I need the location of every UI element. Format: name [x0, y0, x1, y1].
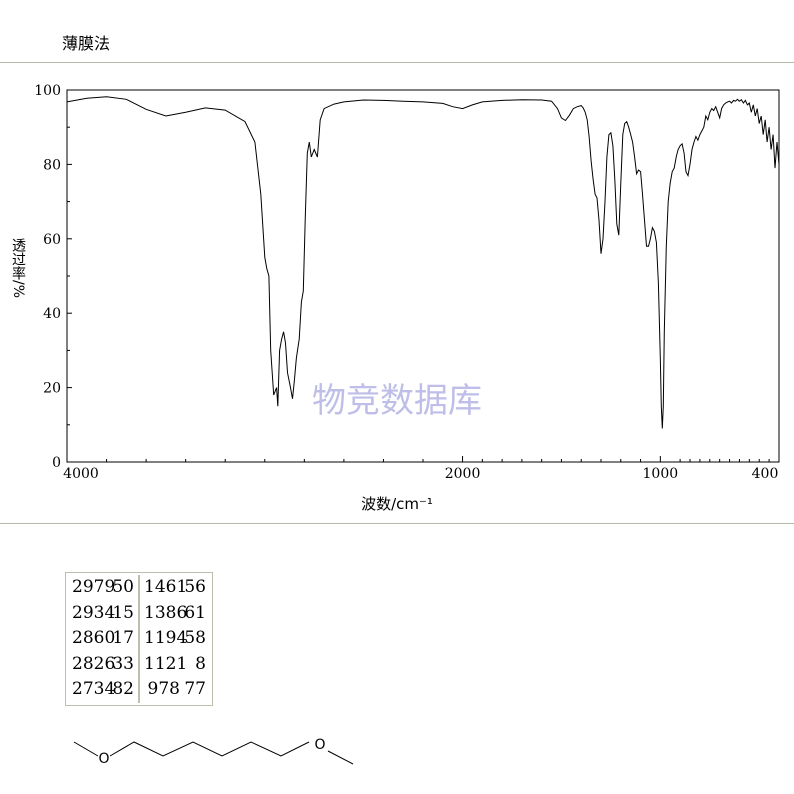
peak-intensity: 17	[112, 628, 134, 648]
peak-wavenumber: 2826	[72, 653, 116, 674]
peak-cell: 297950	[68, 575, 139, 601]
peak-row: 273482 978 77	[68, 677, 210, 703]
y-tick-label: 100	[34, 83, 61, 99]
peak-cell: 978 77	[138, 677, 210, 703]
x-tick-label: 400	[752, 466, 779, 482]
spectrum-trace	[66, 96, 780, 429]
peak-intensity: 15	[112, 602, 134, 623]
ir-spectrum-chart: 物竞数据库 0 20 40 60 80 100 4000 2000 1000 400 透过率/%…	[10, 83, 780, 513]
peak-intensity: 56	[184, 577, 206, 597]
peak-cell: 273482	[68, 677, 139, 703]
oxygen-atom-1: O	[98, 751, 109, 767]
carbon-chain-bonds-main	[109, 741, 310, 757]
x-axis-ticks: 4000 2000 1000 400	[63, 456, 780, 482]
y-tick-label: 60	[43, 232, 61, 248]
method-title: 薄膜法	[62, 34, 111, 53]
oxygen-atom-2: O	[314, 737, 325, 753]
peak-intensity: 8	[195, 653, 206, 674]
peak-cell: 293415	[68, 601, 139, 627]
peak-row: 293415 138661	[68, 600, 210, 627]
peak-intensity: 61	[184, 602, 206, 623]
terminal-methyl-bond	[327, 750, 354, 765]
y-tick-label: 80	[43, 157, 61, 173]
x-tick-label: 1000	[643, 466, 679, 482]
watermark: 物竞数据库	[312, 381, 482, 421]
y-axis-label-text: 透过率/%	[10, 238, 26, 298]
peak-wavenumber: 2734	[72, 679, 116, 699]
peak-intensity: 77	[184, 679, 206, 699]
peak-wavenumber: 1461	[144, 577, 188, 597]
x-tick-label: 2000	[445, 466, 481, 482]
top-divider	[0, 62, 794, 63]
peak-wavenumber: 1386	[144, 602, 188, 623]
y-axis-ticks: 0 20 40 60 80 100	[34, 83, 72, 471]
peak-wavenumber: 2860	[72, 628, 116, 648]
peak-wavenumber: 978	[147, 679, 180, 699]
peak-cell: 1121 8	[138, 651, 210, 677]
y-tick-label: 20	[43, 381, 61, 397]
bottom-divider	[0, 523, 794, 524]
peak-intensity: 58	[184, 628, 206, 648]
peak-wavenumber: 2979	[72, 577, 116, 597]
peak-wavenumber: 2934	[72, 602, 116, 623]
peak-wavenumber: 1121	[144, 653, 188, 674]
peak-row: 297950 146156	[68, 575, 210, 601]
y-tick-label: 40	[43, 306, 61, 322]
y-tick-label: 0	[52, 455, 61, 471]
peak-row: 282633 1121 8	[68, 651, 210, 678]
peak-intensity: 82	[112, 679, 134, 699]
peak-cell: 138661	[138, 600, 210, 626]
peak-cell: 282633	[68, 652, 139, 678]
peak-cell: 286017	[68, 626, 139, 652]
peak-cell: 146156	[138, 575, 210, 601]
y-axis-label: 透过率/%	[10, 238, 26, 298]
peak-intensity: 33	[112, 653, 134, 674]
peak-row: 286017 119458	[68, 626, 210, 652]
carbon-chain-bonds	[73, 741, 99, 757]
peak-wavenumber: 1194	[144, 628, 188, 648]
peak-intensity: 50	[112, 577, 134, 597]
peak-cell: 119458	[138, 626, 210, 652]
x-tick-label: 4000	[63, 466, 99, 482]
peak-table: 297950 146156 293415 138661 286017 119458 2826…	[65, 572, 213, 706]
x-axis-label: 波数/cm⁻¹	[361, 495, 433, 513]
